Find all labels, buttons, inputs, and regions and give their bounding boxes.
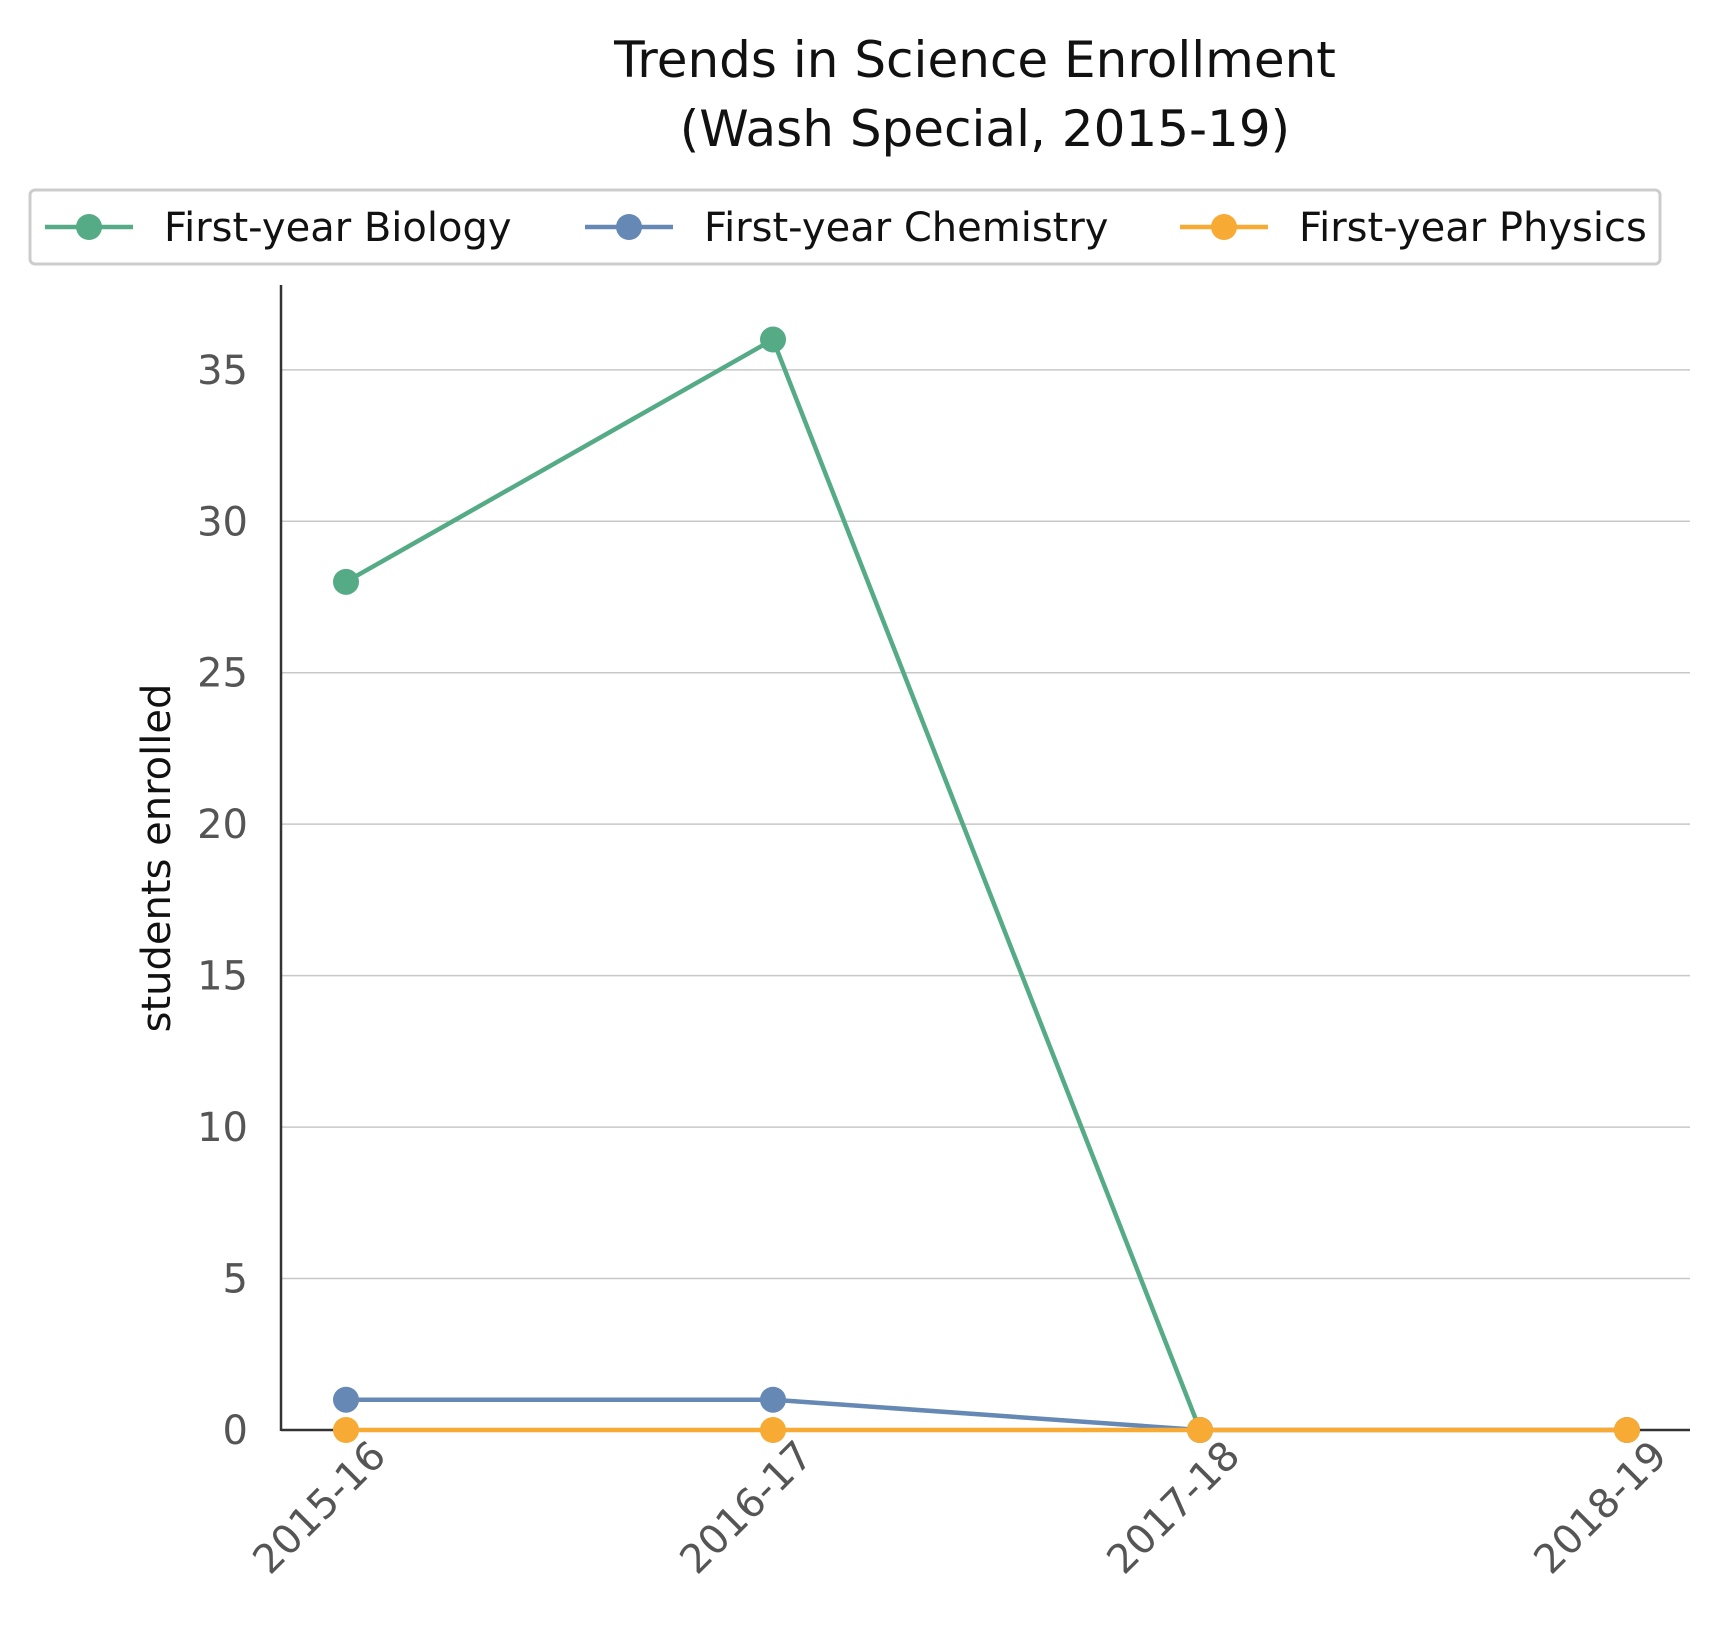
x-axis-ticks: 2015-16 2016-17 2017-18 2018-19 bbox=[244, 1430, 1676, 1583]
series-3 bbox=[333, 1417, 1640, 1443]
series-1 bbox=[333, 326, 1213, 1443]
data-point bbox=[1187, 1417, 1213, 1443]
chart-subtitle: (Wash Special, 2015-19) bbox=[680, 100, 1290, 158]
y-axis-label: students enrolled bbox=[134, 684, 180, 1033]
data-point bbox=[333, 1417, 359, 1443]
legend-label: First-year Chemistry bbox=[704, 205, 1108, 251]
x-tick-label: 2017-18 bbox=[1098, 1433, 1249, 1584]
data-point bbox=[1614, 1417, 1640, 1443]
grid-lines bbox=[281, 369, 1690, 1280]
legend-label: First-year Physics bbox=[1299, 205, 1647, 251]
data-point bbox=[760, 1417, 786, 1443]
y-tick-label: 5 bbox=[223, 1257, 248, 1303]
series-line bbox=[344, 337, 1203, 1431]
legend-marker bbox=[1211, 214, 1237, 240]
legend-box bbox=[28, 188, 1662, 266]
series-2 bbox=[333, 1386, 1640, 1443]
x-tick-label: 2015-16 bbox=[244, 1433, 395, 1584]
y-tick-label: 0 bbox=[223, 1408, 248, 1454]
series-line bbox=[346, 1397, 1627, 1433]
series-lines bbox=[333, 326, 1640, 1443]
y-tick-label: 15 bbox=[197, 954, 248, 1000]
y-tick-label: 35 bbox=[197, 348, 248, 394]
x-tick-label: 2016-17 bbox=[671, 1433, 822, 1584]
y-tick-label: 25 bbox=[197, 651, 248, 697]
legend-marker bbox=[616, 214, 642, 240]
y-tick-label: 10 bbox=[197, 1105, 248, 1151]
axes bbox=[279, 285, 1690, 1432]
y-axis-ticks: 0 5 10 15 20 25 30 35 bbox=[197, 348, 248, 1454]
y-tick-label: 30 bbox=[197, 499, 248, 545]
x-tick-label: 2018-19 bbox=[1525, 1433, 1676, 1584]
legend-label: First-year Biology bbox=[164, 205, 512, 251]
y-tick-label: 20 bbox=[197, 802, 248, 848]
data-point bbox=[760, 1386, 786, 1413]
legend-marker bbox=[76, 214, 102, 240]
chart-title: Trends in Science Enrollment bbox=[613, 31, 1336, 89]
data-point bbox=[333, 568, 359, 595]
legend: First-year Biology First-year Chemistry Fi… bbox=[28, 188, 1662, 266]
data-point bbox=[333, 1386, 359, 1413]
data-point bbox=[760, 326, 786, 353]
